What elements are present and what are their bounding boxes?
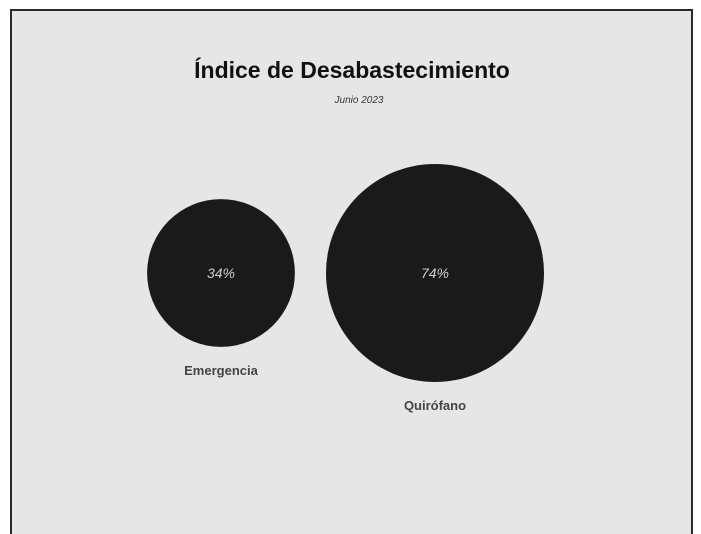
bubble-category-label: Emergencia bbox=[184, 363, 258, 378]
chart-frame: Índice de Desabastecimiento Junio 2023 3… bbox=[10, 9, 693, 534]
bubble-value-label: 34% bbox=[207, 265, 235, 281]
bubble-group: 34% Emergencia 74% Quirófano bbox=[147, 164, 544, 413]
bubble-chart: Índice de Desabastecimiento Junio 2023 3… bbox=[147, 56, 544, 413]
bubble-quirófano bbox=[326, 164, 544, 382]
chart-title: Índice de Desabastecimiento bbox=[194, 56, 510, 83]
bubble-category-label: Quirófano bbox=[404, 398, 466, 413]
chart-subtitle: Junio 2023 bbox=[334, 95, 384, 106]
bubble-value-label: 74% bbox=[421, 265, 449, 281]
bubble-emergencia bbox=[147, 199, 295, 347]
